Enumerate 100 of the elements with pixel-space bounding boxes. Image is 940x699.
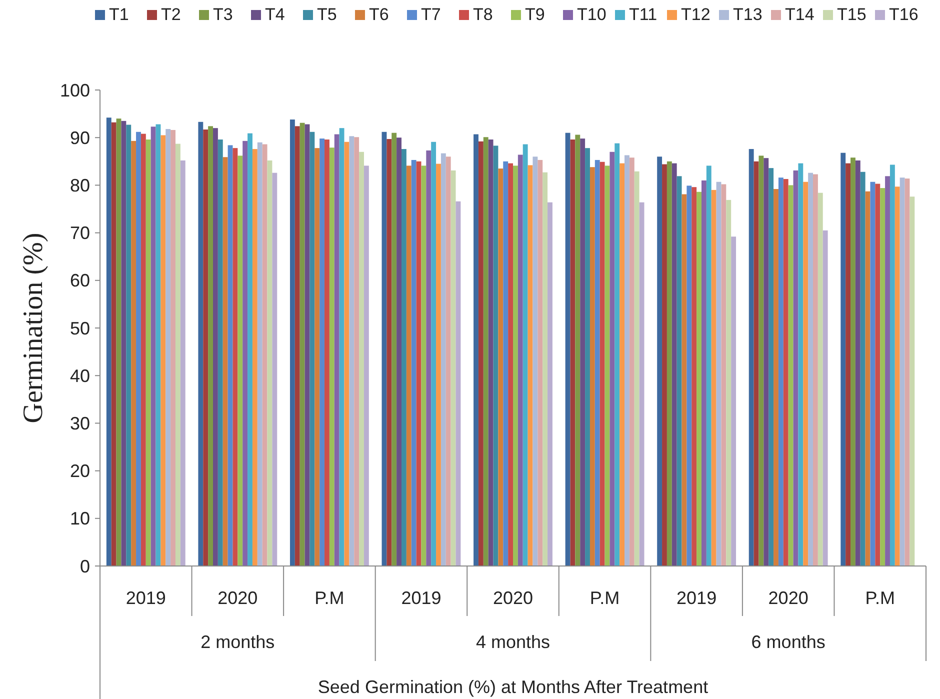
bar <box>339 128 344 566</box>
bar <box>359 152 364 566</box>
bar <box>290 120 295 566</box>
bar <box>706 166 712 566</box>
bar <box>894 186 900 566</box>
y-tick-label: 40 <box>70 366 90 386</box>
bar <box>570 140 576 566</box>
bar <box>238 156 243 566</box>
bar <box>136 132 141 566</box>
bar <box>666 161 672 566</box>
bar <box>421 166 426 566</box>
legend-label: T15 <box>837 5 866 24</box>
bar <box>594 160 600 566</box>
legend-label: T13 <box>733 5 762 24</box>
bar <box>528 165 533 566</box>
bar <box>850 158 856 566</box>
y-tick-label: 60 <box>70 270 90 291</box>
bar <box>662 164 667 566</box>
y-tick-label: 50 <box>70 318 90 338</box>
legend-label: T5 <box>317 5 337 24</box>
legend-label: T8 <box>473 5 493 24</box>
bar <box>396 138 402 566</box>
bar <box>604 166 610 566</box>
bar <box>222 157 228 566</box>
bar <box>758 156 764 566</box>
bar <box>411 160 416 566</box>
bar <box>386 139 392 566</box>
bar <box>716 182 722 566</box>
bar <box>846 163 851 566</box>
legend-label: T6 <box>369 5 389 24</box>
y-tick-label: 0 <box>80 556 90 576</box>
bar <box>170 130 176 566</box>
bar <box>126 124 132 566</box>
bar <box>754 161 759 566</box>
bar <box>450 170 456 566</box>
bar <box>682 194 687 566</box>
bar <box>267 160 272 566</box>
bar <box>310 132 315 566</box>
bar <box>783 179 788 566</box>
bar <box>610 152 615 566</box>
bar <box>522 144 528 566</box>
bar <box>768 168 774 566</box>
bar <box>392 132 397 566</box>
x-tick-label: 2019 <box>676 588 717 608</box>
bar <box>890 164 895 566</box>
bar <box>565 132 570 566</box>
bar <box>731 236 736 566</box>
bar <box>532 156 538 566</box>
x-axis-title: Seed Germination (%) at Months After Treatment <box>318 677 708 697</box>
text: 2 months <box>200 632 275 652</box>
bar <box>456 201 461 566</box>
legend-label: T12 <box>681 5 710 24</box>
bar <box>865 191 870 566</box>
bar <box>106 118 112 566</box>
bar <box>300 122 305 566</box>
bar <box>488 140 494 566</box>
bar <box>252 149 258 566</box>
y-axis-title: Germination (%) <box>18 232 49 424</box>
y-tick-label: 80 <box>70 176 90 196</box>
bar <box>676 176 682 566</box>
bar <box>590 167 595 566</box>
bar <box>140 134 146 566</box>
bar <box>474 134 478 566</box>
bar <box>116 118 122 566</box>
bar <box>778 178 784 566</box>
x-tick-label: P.M <box>590 588 620 608</box>
legend-label: T4 <box>265 5 285 24</box>
bar <box>150 126 156 566</box>
bar <box>262 144 268 566</box>
y-tick-label: 10 <box>70 508 90 529</box>
bar <box>692 187 697 566</box>
bar <box>701 180 706 566</box>
bar <box>349 136 354 566</box>
bar <box>248 133 252 566</box>
bar <box>478 141 484 566</box>
bar <box>910 196 915 566</box>
bar <box>629 158 634 566</box>
bar <box>904 178 910 566</box>
bar <box>493 146 498 566</box>
bar <box>121 120 126 566</box>
x-tick-label: 2019 <box>401 588 442 608</box>
bar <box>294 126 300 566</box>
bar <box>401 149 406 566</box>
bar <box>175 144 180 566</box>
bar <box>320 138 325 566</box>
legend-label: T1 <box>109 5 129 24</box>
x-tick-label: 2020 <box>492 588 534 608</box>
bar <box>166 129 171 566</box>
bar <box>364 166 369 566</box>
bar <box>885 176 890 566</box>
bar <box>304 124 310 566</box>
bar <box>314 148 320 566</box>
bar <box>798 163 804 566</box>
bar <box>324 140 330 566</box>
bar <box>203 130 208 566</box>
bar <box>840 152 846 566</box>
legend-label: T10 <box>577 5 606 24</box>
bar <box>180 160 186 566</box>
bar <box>696 192 702 566</box>
bar <box>774 189 778 566</box>
